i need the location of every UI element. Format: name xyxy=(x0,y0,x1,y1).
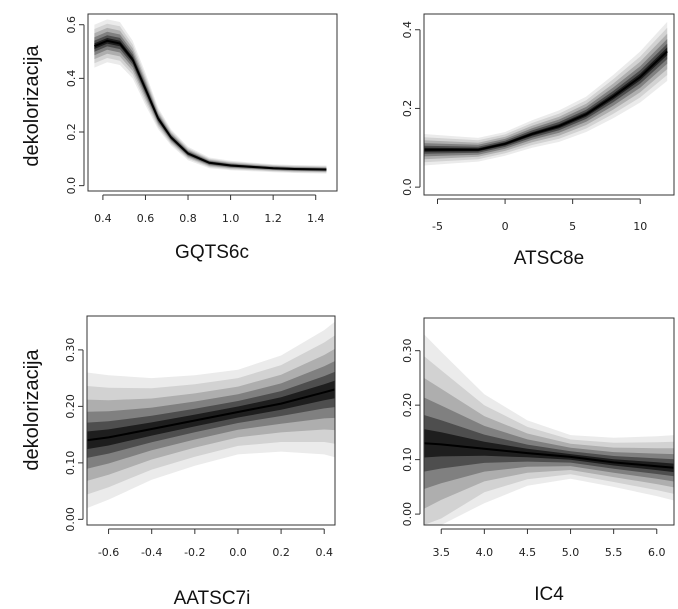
x-axis-label: AATSC7i xyxy=(174,588,251,609)
x-tick-label: 0.6 xyxy=(137,212,155,225)
y-axis-label-top: dekolorizacija xyxy=(21,45,43,167)
y-tick-label: 0.30 xyxy=(401,338,414,363)
x-tick-label: 6.0 xyxy=(648,546,666,559)
panel-atsc8e: -5 0 5 10 0.0 0.2 0.4 ATSC8e xyxy=(401,13,675,269)
y-ticks: 0.00 0.10 0.20 0.30 xyxy=(64,338,84,532)
y-tick-label: 0.4 xyxy=(65,70,78,88)
x-tick-label: 5 xyxy=(569,220,576,233)
y-tick-label: 0.30 xyxy=(64,338,77,363)
x-tick-label: 4.5 xyxy=(519,546,537,559)
x-ticks: 0.4 0.6 0.8 1.0 1.2 1.4 xyxy=(94,194,325,225)
x-axis-label: IC4 xyxy=(534,584,564,605)
x-tick-label: 4.0 xyxy=(476,546,494,559)
x-tick-label: 1.0 xyxy=(222,212,240,225)
x-ticks: -5 0 5 10 xyxy=(432,198,647,233)
band-group xyxy=(424,21,668,166)
plot-frame xyxy=(87,13,338,192)
band-group xyxy=(87,321,335,509)
x-tick-label: 0.8 xyxy=(179,212,197,225)
x-tick-label: 5.0 xyxy=(562,546,580,559)
y-tick-label: 0.10 xyxy=(401,447,414,472)
panel-aatsc7i: -0.6 -0.4 -0.2 0.0 0.2 0.4 0.00 0.10 0.20 0.30 A… xyxy=(64,315,336,609)
y-tick-label: 0.6 xyxy=(65,16,78,34)
x-tick-label: 0.4 xyxy=(315,546,333,559)
x-ticks: -0.6 -0.4 -0.2 0.0 0.2 0.4 xyxy=(98,528,333,559)
panel-gqts6c: 0.4 0.6 0.8 1.0 1.2 1.4 0.0 0.2 0.4 0.6 GQTS6c xyxy=(65,13,338,263)
mean-line xyxy=(423,442,675,469)
plot-frame xyxy=(423,317,675,526)
x-ticks: 3.5 4.0 4.5 5.0 5.5 6.0 xyxy=(432,528,666,559)
mean-line xyxy=(86,388,336,442)
y-tick-label: 0.00 xyxy=(64,507,77,532)
y-tick-label: 0.20 xyxy=(401,393,414,418)
x-tick-label: -5 xyxy=(432,220,443,233)
y-tick-label: 0.2 xyxy=(65,123,78,141)
uncertainty-band-3 xyxy=(424,377,674,509)
panel-ic4: 3.5 4.0 4.5 5.0 5.5 6.0 0.00 0.10 0.20 0.30 IC4 xyxy=(401,317,675,605)
y-tick-label: 0.0 xyxy=(65,177,78,195)
x-tick-label: 0.4 xyxy=(94,212,112,225)
x-tick-label: 10 xyxy=(633,220,647,233)
x-axis-label: GQTS6c xyxy=(175,242,249,263)
x-tick-label: 3.5 xyxy=(432,546,450,559)
plot-frame xyxy=(86,315,336,526)
y-ticks: 0.0 0.2 0.4 0.6 xyxy=(65,16,85,195)
y-tick-label: 0.2 xyxy=(401,100,414,118)
y-ticks: 0.00 0.10 0.20 0.30 xyxy=(401,338,421,527)
y-tick-label: 0.00 xyxy=(401,502,414,527)
x-tick-label: -0.4 xyxy=(141,546,162,559)
y-axis-label-bottom: dekolorizacija xyxy=(21,349,43,471)
y-tick-label: 0.0 xyxy=(401,178,414,196)
x-axis-label: ATSC8e xyxy=(514,248,584,269)
y-tick-label: 0.10 xyxy=(64,451,77,476)
mean-line xyxy=(424,50,668,151)
y-tick-label: 0.20 xyxy=(64,394,77,419)
band-group xyxy=(94,19,327,174)
x-tick-label: 1.2 xyxy=(264,212,282,225)
x-tick-label: -0.2 xyxy=(184,546,205,559)
x-tick-label: 1.4 xyxy=(307,212,325,225)
x-tick-label: 5.5 xyxy=(605,546,623,559)
x-tick-label: 0.2 xyxy=(272,546,290,559)
x-tick-label: -0.6 xyxy=(98,546,119,559)
y-ticks: 0.0 0.2 0.4 xyxy=(401,21,421,196)
y-tick-label: 0.4 xyxy=(401,21,414,38)
mean-line xyxy=(94,39,327,171)
x-tick-label: 0 xyxy=(502,220,509,233)
plot-frame xyxy=(423,13,675,196)
band-group xyxy=(424,334,674,525)
x-tick-label: 0.0 xyxy=(229,546,247,559)
uncertainty-band-6 xyxy=(87,380,335,450)
